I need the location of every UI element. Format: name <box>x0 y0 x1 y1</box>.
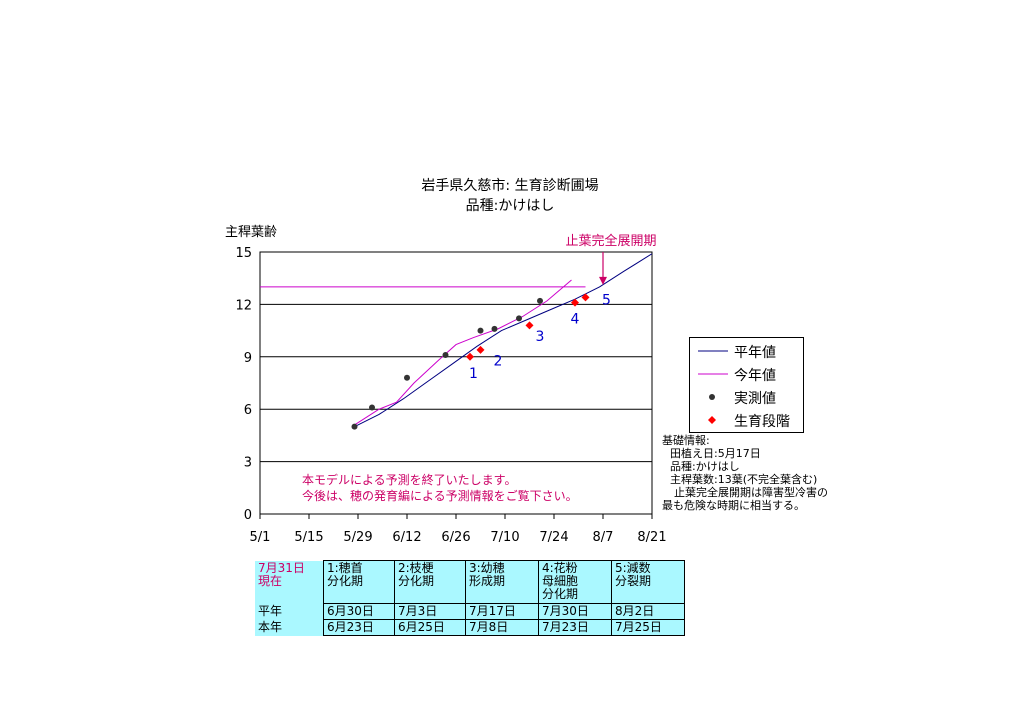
measured-point <box>491 325 498 332</box>
legend: 平年値 今年値 実測値 生育段階 <box>689 337 804 433</box>
stage-header-1: 1:穂首 分化期 <box>323 560 395 604</box>
table-row: 平年 6月30日 7月3日 7月17日 7月30日 8月2日 <box>255 603 685 620</box>
y-axis-label: 主稈葉齢 <box>225 225 277 240</box>
table-cell: 7月25日 <box>611 619 685 636</box>
legend-item-measured: 実測値 <box>690 386 803 408</box>
measured-point <box>404 374 410 381</box>
measured-point <box>477 327 484 334</box>
end-notice: 本モデルによる予測を終了いたします。 今後は、穂の発育編による予測情報をご覧下さ… <box>302 472 578 504</box>
stage-marker <box>525 321 534 330</box>
stage-header-5: 5:減数 分裂期 <box>611 560 685 604</box>
stage-1-line1: 1:穂首 <box>327 561 363 575</box>
stage-3-line1: 3:幼穂 <box>469 561 505 575</box>
stage-marker <box>466 352 474 361</box>
end-notice-line2: 今後は、穂の発育編による予測情報をご覧下さい。 <box>302 489 578 503</box>
measured-point <box>351 423 358 430</box>
table-cell: 7月8日 <box>465 619 539 636</box>
info-leaf-count: 主稈葉数:13葉(不完全葉含む) <box>670 473 818 486</box>
info-variety: 品種:かけはし <box>670 460 740 473</box>
x-tick-label: 8/7 <box>593 530 614 545</box>
legend-item-this-year: 今年値 <box>690 363 803 385</box>
normal-year-line <box>354 253 653 428</box>
y-tick-label: 3 <box>244 456 252 471</box>
stage-5-line2: 分裂期 <box>615 574 652 588</box>
stage-4-line3: 分化期 <box>542 587 579 601</box>
info-heading: 基礎情報: <box>662 434 710 447</box>
y-tick-label: 0 <box>244 508 252 523</box>
table-header-row: 7月31日 現在 1:穂首 分化期 2:枝梗 分化期 3:幼穂 形成期 4:花粉 母細胞… <box>255 560 685 604</box>
measured-point <box>442 352 449 359</box>
x-tick-label: 5/15 <box>294 530 323 545</box>
stage-date-table: 7月31日 現在 1:穂首 分化期 2:枝梗 分化期 3:幼穂 形成期 4:花粉 母細胞… <box>255 560 685 636</box>
x-tick-label: 7/24 <box>539 530 568 545</box>
table-row: 本年 6月23日 6月25日 7月8日 7月23日 7月25日 <box>255 619 685 636</box>
stage-4-line1: 4:花粉 <box>542 561 578 575</box>
annotation-arrow-head <box>599 276 607 285</box>
y-tick-label: 9 <box>244 351 252 366</box>
row-label-this-year: 本年 <box>255 619 324 636</box>
info-note-line1: 止葉完全展開期は障害型冷害の <box>674 486 828 499</box>
x-tick-label: 6/12 <box>392 530 421 545</box>
stage-number-label: 3 <box>536 329 545 345</box>
stage-marker <box>571 298 579 307</box>
chart-subtitle: 品種:かけはし <box>465 198 555 214</box>
this-year-line <box>354 279 572 426</box>
table-cell: 7月23日 <box>538 619 612 636</box>
stage-2-line2: 分化期 <box>398 574 435 588</box>
legend-label-stage: 生育段階 <box>734 414 790 430</box>
x-tick-label: 5/29 <box>343 530 372 545</box>
stage-header-2: 2:枝梗 分化期 <box>394 560 466 604</box>
stage-number-label: 5 <box>602 292 611 308</box>
stage-1-line2: 分化期 <box>327 574 364 588</box>
measured-point <box>516 315 522 322</box>
current-date-cell: 7月31日 現在 <box>255 560 324 604</box>
basic-info: 基礎情報: 田植え日:5月17日 品種:かけはし 主稈葉数:13葉(不完全葉含む… <box>662 434 862 512</box>
stage-3-line2: 形成期 <box>469 574 506 588</box>
current-date: 7月31日 <box>258 560 305 575</box>
x-tick-label: 7/10 <box>490 530 519 545</box>
stage-5-line1: 5:減数 <box>615 561 651 575</box>
stage-header-4: 4:花粉 母細胞 分化期 <box>538 560 612 604</box>
legend-item-stage: 生育段階 <box>690 409 803 431</box>
legend-item-normal: 平年値 <box>690 340 803 362</box>
info-note-line2: 最も危険な時期に相当する。 <box>662 499 805 512</box>
table-cell: 6月25日 <box>394 619 466 636</box>
measured-point <box>369 404 375 411</box>
end-notice-line1: 本モデルによる予測を終了いたします。 <box>302 473 517 487</box>
y-tick-label: 6 <box>244 403 252 418</box>
chart-title: 岩手県久慈市: 生育診断圃場 <box>421 178 599 194</box>
y-tick-label: 12 <box>235 298 252 313</box>
legend-label-measured: 実測値 <box>734 391 776 407</box>
stage-2-line1: 2:枝梗 <box>398 561 434 575</box>
measured-point <box>537 297 543 304</box>
table-cell: 6月23日 <box>323 619 395 636</box>
stage-marker <box>476 345 485 354</box>
current-date-label: 現在 <box>258 573 283 588</box>
stage-number-label: 1 <box>469 366 478 382</box>
y-tick-label: 15 <box>235 246 252 261</box>
legend-label-this-year: 今年値 <box>734 368 776 384</box>
row-label-normal: 平年 <box>255 603 324 620</box>
x-tick-label: 6/26 <box>441 530 470 545</box>
legend-label-normal: 平年値 <box>734 345 776 361</box>
x-tick-label: 5/1 <box>250 530 271 545</box>
table-cell: 8月2日 <box>611 603 685 620</box>
table-cell: 6月30日 <box>323 603 395 620</box>
x-tick-label: 8/21 <box>637 530 666 545</box>
flag-leaf-annotation: 止葉完全展開期 <box>565 233 656 249</box>
stage-number-label: 4 <box>571 312 580 328</box>
stage-number-label: 2 <box>494 354 503 370</box>
table-cell: 7月17日 <box>465 603 539 620</box>
info-planting-date: 田植え日:5月17日 <box>670 447 761 460</box>
stage-marker <box>581 293 590 302</box>
table-cell: 7月3日 <box>394 603 466 620</box>
stage-header-3: 3:幼穂 形成期 <box>465 560 539 604</box>
table-cell: 7月30日 <box>538 603 612 620</box>
stage-4-line2: 母細胞 <box>542 574 579 588</box>
